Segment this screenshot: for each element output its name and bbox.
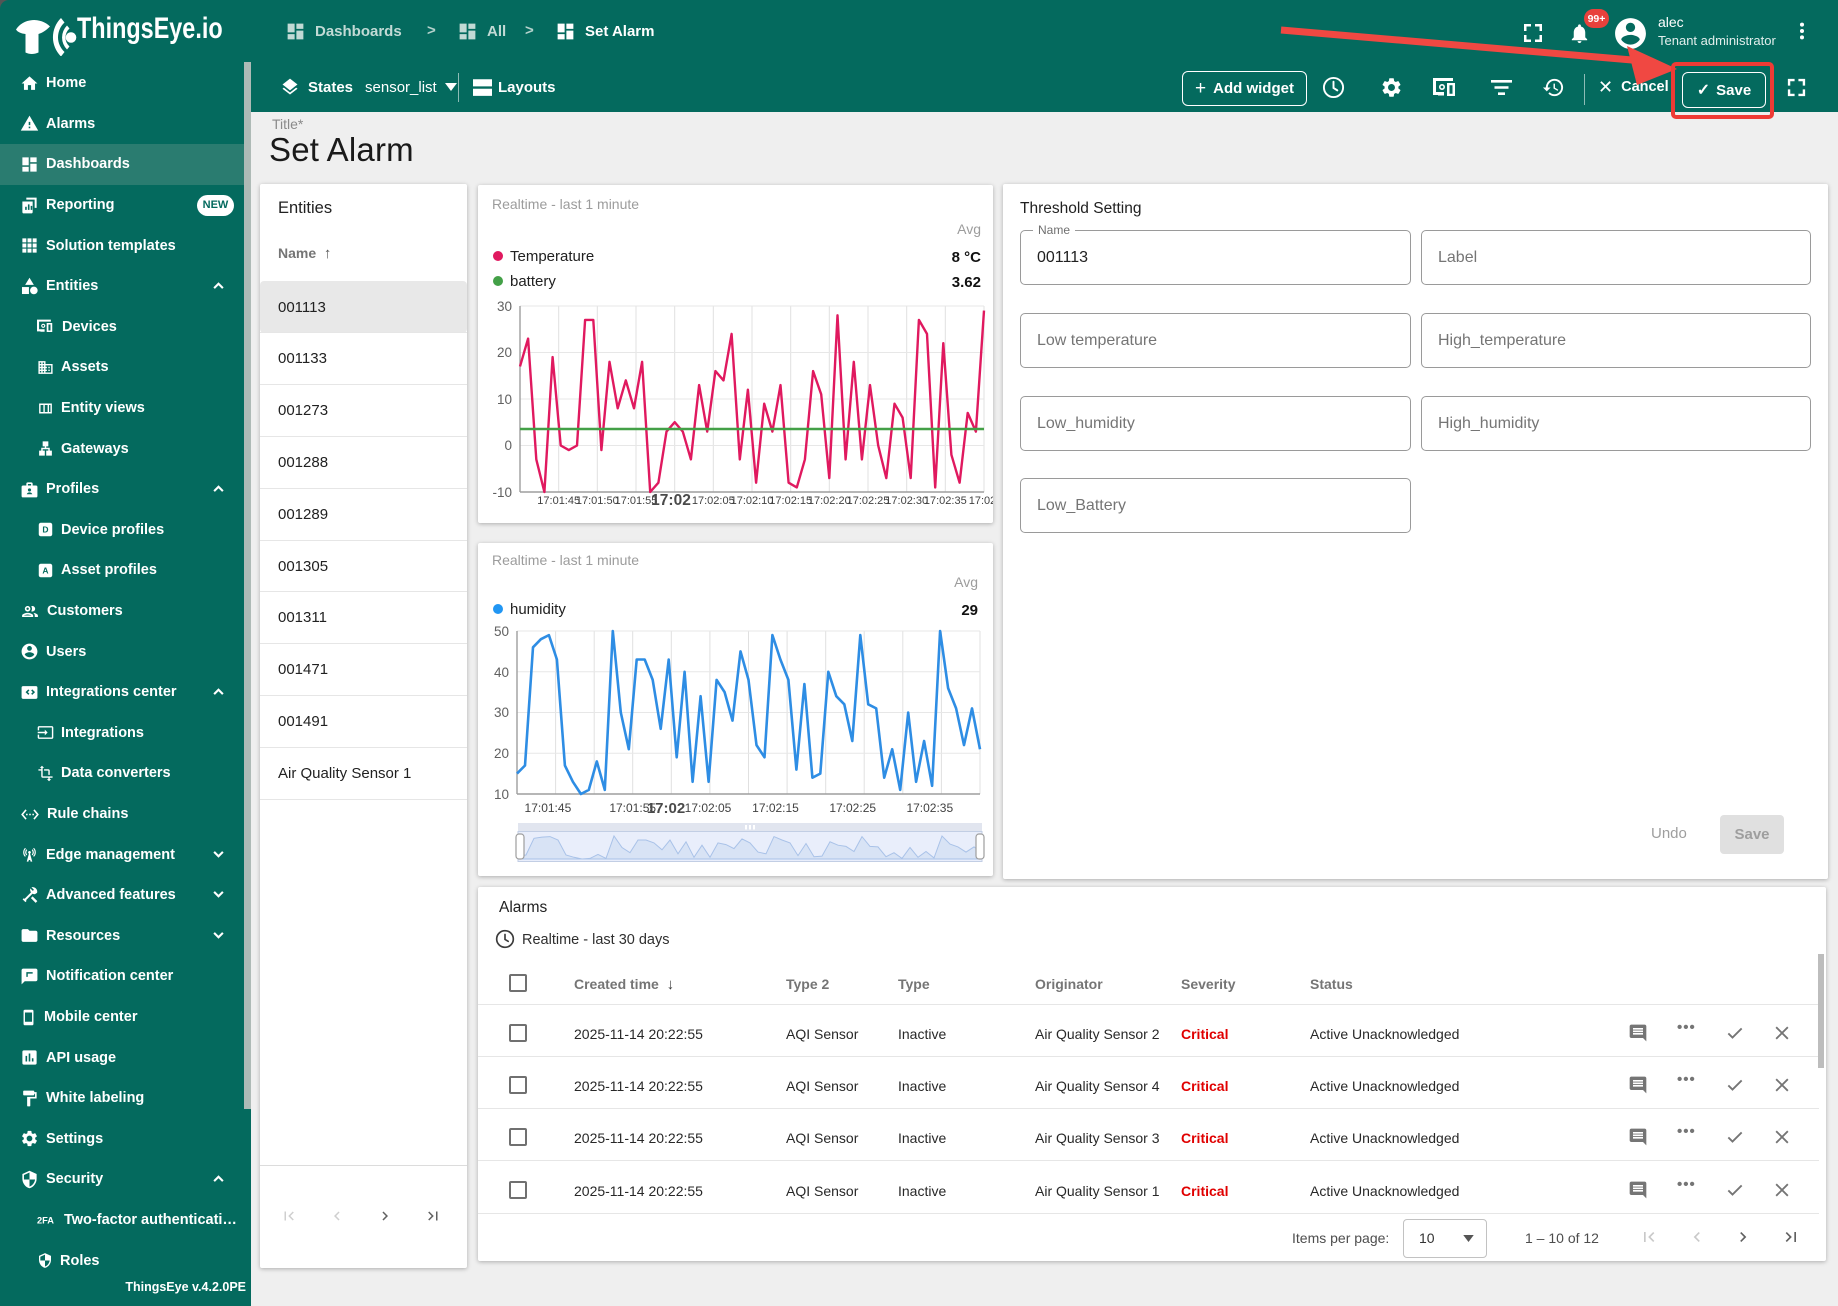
svg-text:Avg: Avg (954, 574, 978, 590)
svg-text:D: D (42, 525, 48, 535)
svg-text:17:02:35: 17:02:35 (906, 801, 953, 815)
svg-text:17:02:05: 17:02:05 (685, 801, 732, 815)
svg-text:17:02: 17:02 (647, 800, 685, 817)
svg-text:29: 29 (961, 602, 978, 619)
svg-text:50: 50 (494, 624, 509, 639)
svg-text:40: 40 (494, 665, 509, 680)
svg-text:17:02:: 17:02: (969, 495, 993, 507)
svg-text:10: 10 (497, 392, 512, 407)
svg-text:17:02:10: 17:02:10 (731, 495, 774, 507)
svg-text:3.62: 3.62 (952, 274, 981, 291)
svg-text:17:02:20: 17:02:20 (808, 495, 851, 507)
svg-text:17:02:15: 17:02:15 (769, 495, 812, 507)
svg-text:30: 30 (494, 705, 509, 720)
svg-text:humidity: humidity (510, 601, 566, 618)
svg-text:20: 20 (497, 345, 512, 360)
svg-text:10: 10 (494, 787, 509, 802)
svg-text:17:02:05: 17:02:05 (692, 495, 735, 507)
svg-text:17:01:55: 17:01:55 (609, 801, 656, 815)
svg-text:30: 30 (497, 299, 512, 314)
svg-text:17:01:45: 17:01:45 (525, 801, 572, 815)
svg-text:8 °C: 8 °C (952, 249, 982, 266)
svg-text:2FA: 2FA (37, 1216, 54, 1226)
svg-text:17:02:15: 17:02:15 (752, 801, 799, 815)
svg-text:Realtime - last 1 minute: Realtime - last 1 minute (492, 196, 639, 212)
svg-text:17:01:55: 17:01:55 (615, 495, 658, 507)
svg-text:17:02:30: 17:02:30 (885, 495, 928, 507)
svg-text:17:02:25: 17:02:25 (829, 801, 876, 815)
svg-text:Temperature: Temperature (510, 248, 594, 265)
svg-text:battery: battery (510, 273, 556, 290)
svg-text:Realtime - last 1 minute: Realtime - last 1 minute (492, 552, 639, 568)
svg-text:0: 0 (504, 438, 512, 453)
svg-text:17:02:35: 17:02:35 (924, 495, 967, 507)
svg-text:A: A (42, 566, 48, 576)
svg-text:17:01:50: 17:01:50 (576, 495, 619, 507)
svg-text:20: 20 (494, 746, 509, 761)
svg-text:17:02: 17:02 (651, 492, 691, 509)
svg-text:17:02:25: 17:02:25 (847, 495, 890, 507)
svg-text:Avg: Avg (957, 221, 981, 237)
svg-text:-10: -10 (492, 485, 512, 500)
svg-text:17:01:45: 17:01:45 (537, 495, 580, 507)
